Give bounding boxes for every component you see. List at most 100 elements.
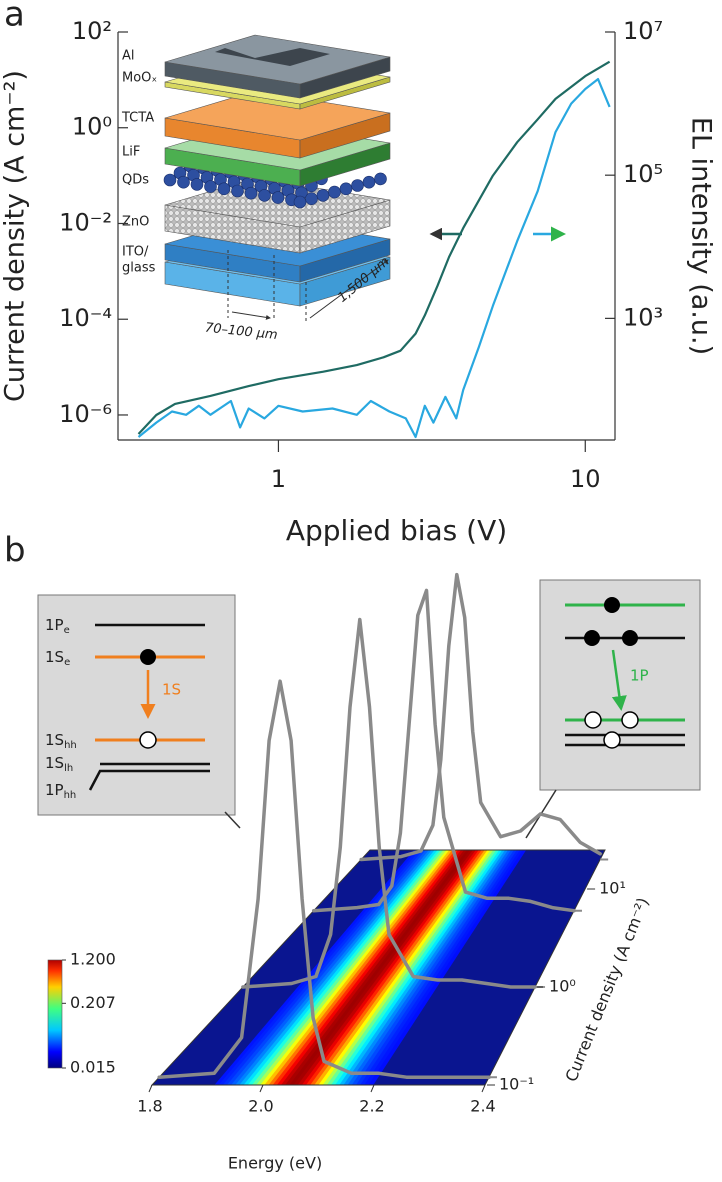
dim-arrow bbox=[309, 259, 389, 319]
y2-axis-label: EL intensity (a.u.) bbox=[686, 117, 717, 355]
electron bbox=[604, 597, 620, 613]
level-main: 1S bbox=[45, 731, 64, 749]
heatmap-strip bbox=[264, 850, 453, 1085]
quantum-dot bbox=[244, 186, 258, 200]
x-tick bbox=[370, 1084, 375, 1093]
y-axis-label: Current density (A cm⁻²) bbox=[0, 70, 31, 402]
level-label: 1Pe bbox=[45, 616, 70, 637]
x-tick-label: 2.0 bbox=[248, 1097, 273, 1116]
heatmap-strip bbox=[339, 850, 506, 1085]
y-tick-label: 10² bbox=[72, 17, 112, 45]
heatmap-strip bbox=[351, 850, 515, 1085]
level-sub: e bbox=[64, 625, 70, 636]
heatmap-strip bbox=[306, 850, 483, 1085]
spectrum-line bbox=[359, 572, 602, 862]
quantum-dot bbox=[351, 179, 364, 192]
heatmap-strip bbox=[289, 850, 471, 1085]
quantum-dot bbox=[177, 175, 190, 189]
quantum-dot bbox=[362, 175, 376, 189]
level-sub: hh bbox=[64, 740, 77, 751]
electron bbox=[140, 649, 156, 665]
colorbar-tick-label: 0.015 bbox=[70, 1058, 116, 1077]
x-tick-label: 1 bbox=[271, 465, 286, 493]
heatmap-strip bbox=[347, 850, 512, 1085]
heatmap-strip bbox=[247, 850, 441, 1085]
x-tick bbox=[481, 1084, 486, 1093]
quantum-dot bbox=[190, 178, 204, 191]
y2-tick-label: 10⁵ bbox=[623, 160, 663, 188]
quantum-dot bbox=[293, 195, 307, 209]
hole bbox=[584, 711, 602, 729]
heatmap-strip bbox=[281, 850, 465, 1085]
heatmap-strip bbox=[314, 850, 488, 1085]
quantum-dot bbox=[217, 182, 231, 196]
heatmap-strip bbox=[326, 850, 497, 1085]
spectrum-line bbox=[241, 617, 537, 989]
dim-label: 70–100 μm bbox=[204, 321, 278, 344]
quantum-dot bbox=[374, 172, 387, 186]
x-tick bbox=[259, 1084, 264, 1093]
heatmap-strip bbox=[214, 850, 418, 1085]
y-tick-label: 10⁻⁴ bbox=[59, 304, 112, 332]
layer-label: glass bbox=[122, 261, 156, 276]
quantum-dot bbox=[305, 192, 318, 205]
right-scheme bbox=[565, 597, 685, 749]
z-tick-label: 10⁻¹ bbox=[499, 1075, 534, 1094]
quantum-dot bbox=[328, 185, 341, 199]
heatmap-strip bbox=[243, 850, 438, 1085]
heatmap-strip bbox=[360, 850, 521, 1085]
heatmap-strip bbox=[272, 850, 459, 1085]
heatmap-strip bbox=[310, 850, 485, 1085]
heatmap-strip bbox=[297, 850, 477, 1085]
electron bbox=[584, 630, 600, 646]
quantum-dot bbox=[316, 189, 330, 202]
heatmap-strip bbox=[231, 850, 430, 1085]
panel-label: b bbox=[4, 531, 26, 571]
y-tick-label: 10⁰ bbox=[72, 113, 112, 141]
level-sub: lh bbox=[64, 763, 73, 774]
heatmap-strip bbox=[256, 850, 447, 1085]
y-tick-label: 10⁻² bbox=[59, 208, 112, 236]
heatmap-strip bbox=[222, 850, 424, 1085]
heatmap-strip bbox=[251, 850, 444, 1085]
transition-label: 1S bbox=[162, 681, 181, 699]
quantum-dot bbox=[339, 182, 353, 196]
heatmap-strip bbox=[260, 850, 450, 1085]
level-sub: e bbox=[64, 657, 70, 668]
level-label: 1Slh bbox=[45, 754, 73, 775]
colorbar bbox=[47, 959, 63, 1069]
layer-label: TCTA bbox=[121, 111, 154, 126]
level-main: 1S bbox=[45, 754, 64, 772]
scheme-box bbox=[539, 579, 701, 791]
level-label: 1Phh bbox=[45, 781, 76, 802]
quantum-dot bbox=[258, 189, 271, 202]
heatmap-strip bbox=[343, 850, 509, 1085]
layer-label: Al bbox=[122, 49, 135, 64]
colorbar-tick-label: 0.207 bbox=[70, 993, 116, 1012]
x-tick-label: 1.8 bbox=[137, 1097, 162, 1116]
z-tick-label: 10¹ bbox=[599, 878, 626, 897]
dim-arrow bbox=[231, 311, 271, 320]
hole bbox=[621, 711, 639, 729]
quantum-dot bbox=[163, 173, 177, 187]
heatmap-strip bbox=[293, 850, 474, 1085]
y-tick-label: 10⁻⁶ bbox=[59, 400, 112, 428]
panel-label: a bbox=[4, 0, 25, 35]
heatmap-strip bbox=[226, 850, 427, 1085]
heatmap-strip bbox=[331, 850, 500, 1085]
heatmap-strip bbox=[368, 850, 527, 1085]
quantum-dot bbox=[231, 184, 244, 198]
transition-arrow bbox=[611, 649, 627, 711]
current-density-line bbox=[137, 60, 611, 435]
connector bbox=[224, 811, 241, 829]
quantum-dot bbox=[204, 180, 217, 193]
heatmap-strip bbox=[364, 850, 524, 1085]
trench bbox=[215, 48, 330, 66]
level-label: 1Se bbox=[45, 648, 70, 669]
layer-label: MoOₓ bbox=[122, 71, 157, 86]
layer-top bbox=[164, 90, 391, 141]
hole bbox=[603, 731, 621, 749]
heatmap-strip bbox=[335, 850, 503, 1085]
